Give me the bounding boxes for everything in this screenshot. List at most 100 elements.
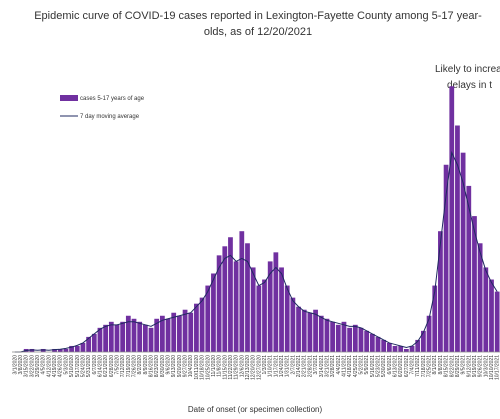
bar [307,312,313,352]
x-tick-label: 10/18/2020 [200,355,206,380]
x-tick-label: 9/27/2020 [183,355,189,377]
bar [40,348,46,352]
x-tick-label: 3/15/2020 [24,355,30,377]
bar [386,342,392,352]
x-tick-label: 8/9/2020 [143,355,149,375]
bar [369,333,375,352]
bar [466,185,472,352]
bar [330,321,335,352]
bar [177,315,182,352]
annotation: delays in t [447,80,492,91]
bar [262,279,267,352]
legend-label: 7 day moving average [80,114,140,120]
bar [154,318,160,352]
x-tick-label: 3/7/2021 [313,355,319,375]
bar [57,348,63,352]
x-tick-label: 5/31/2020 [86,355,92,377]
x-tick-label: 2/21/2021 [302,355,308,377]
x-tick-label: 11/8/2020 [217,355,223,377]
bar [392,345,398,352]
x-tick-label: 7/11/2021 [415,355,421,377]
bar [494,291,500,352]
x-tick-label: 12/27/2020 [256,355,262,380]
x-tick-label: 9/26/2021 [478,355,484,377]
x-tick-label: 2/7/2021 [290,355,296,375]
bar [29,348,35,352]
bar [409,345,415,352]
annotation: Likely to increa [435,64,500,75]
x-tick-label: 12/6/2020 [239,355,245,377]
bar [296,306,301,352]
x-tick-label: 11/22/2020 [228,355,234,380]
x-tick-label: 8/2/2020 [137,355,143,375]
x-tick-label: 3/14/2021 [319,355,325,377]
x-tick-label: 7/25/2021 [427,355,433,377]
bar [341,321,347,352]
bar [222,246,228,352]
x-tick-label: 2/14/2021 [296,355,302,377]
x-tick-label: 7/26/2020 [132,355,138,377]
x-tick-label: 4/5/2020 [41,355,47,375]
x-axis-title: Date of onset (or specimen collection) [188,405,323,414]
bar [438,231,443,352]
bar [449,86,455,353]
x-tick-label: 1/3/2021 [262,355,268,375]
bar [239,231,245,352]
x-tick-label: 5/30/2021 [381,355,387,377]
x-tick-label: 8/1/2021 [432,355,438,375]
bar [267,261,273,352]
x-tick-label: 4/11/2021 [341,355,347,377]
x-tick-label: 10/10/2021 [489,355,495,380]
x-tick-label: 5/23/2021 [376,355,382,377]
bar [335,324,341,352]
x-tick-label: 6/28/2020 [109,355,115,377]
x-tick-label: 8/29/2021 [455,355,461,377]
x-tick-label: 3/22/2020 [29,355,35,377]
x-tick-label: 4/19/2020 [52,355,58,377]
bar [426,315,432,352]
bar [125,315,131,352]
x-tick-label: 11/29/2020 [234,355,240,380]
x-tick-label: 9/19/2021 [472,355,478,377]
bar [381,339,387,352]
x-tick-label: 5/16/2021 [370,355,376,377]
x-tick-label: 9/13/2020 [171,355,177,377]
bar [347,327,353,352]
bar [403,348,409,352]
bar [290,297,296,352]
x-tick-label: 9/6/2020 [166,355,172,375]
x-tick-label: 9/20/2020 [177,355,183,377]
bar [250,267,256,352]
bar [284,285,290,352]
moving-average-line [14,150,498,353]
bar [483,267,489,352]
bar [421,330,426,352]
bar [194,303,199,352]
x-tick-label: 8/22/2021 [449,355,455,377]
bar [279,267,284,352]
chart-title: olds, as of 12/20/2021 [204,26,312,38]
bar [233,261,239,352]
x-tick-label: 6/7/2020 [92,355,98,375]
x-tick-label: 2/28/2021 [307,355,313,377]
bar [375,336,381,352]
x-tick-label: 7/19/2020 [126,355,132,377]
bar [273,252,279,352]
x-tick-label: 12/13/2020 [245,355,251,380]
bar [80,342,86,352]
bar [69,345,74,352]
bar [256,285,262,352]
x-tick-label: 1/10/2021 [268,355,274,377]
x-tick-label: 4/4/2021 [336,355,342,375]
x-tick-label: 5/3/2020 [63,355,69,375]
x-tick-label: 1/24/2021 [279,355,285,377]
bar [318,315,324,352]
x-tick-label: 10/4/2020 [188,355,194,377]
x-tick-label: 6/14/2020 [97,355,103,377]
x-tick-label: 4/12/2020 [46,355,52,377]
x-tick-label: 9/5/2021 [461,355,467,375]
bar [472,216,477,352]
x-tick-label: 7/12/2020 [120,355,126,377]
x-tick-label: 1/17/2021 [273,355,279,377]
